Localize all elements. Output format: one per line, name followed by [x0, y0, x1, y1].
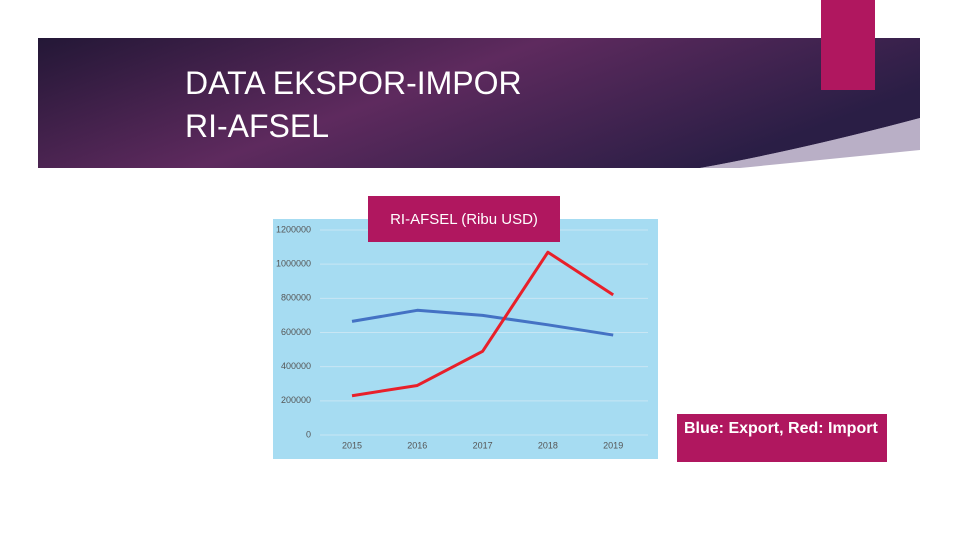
x-tick-label: 2018: [538, 440, 558, 450]
y-tick-label: 600000: [281, 327, 311, 337]
plot-area: [273, 219, 658, 459]
accent-block: [821, 0, 875, 90]
y-tick-label: 200000: [281, 395, 311, 405]
x-tick-label: 2017: [473, 440, 493, 450]
y-tick-label: 800000: [281, 293, 311, 303]
y-tick-label: 1000000: [276, 259, 311, 269]
slide-title-line: RI-AFSEL: [185, 108, 330, 144]
banner-swoosh: [700, 118, 920, 168]
series-line: [351, 308, 614, 337]
x-tick-label: 2015: [342, 440, 362, 450]
chart-title: RI-AFSEL (Ribu USD): [368, 196, 560, 242]
x-tick-label: 2019: [603, 440, 623, 450]
annotation: Blue: Export, Red: Import: [677, 414, 887, 462]
y-tick-label: 1200000: [276, 224, 311, 234]
slide-title-line: DATA EKSPOR-IMPOR: [185, 65, 522, 101]
y-tick-label: 400000: [281, 361, 311, 371]
y-tick-label: 0: [306, 429, 311, 439]
series-line: [351, 250, 615, 398]
banner: [38, 38, 920, 168]
x-tick-label: 2016: [407, 440, 427, 450]
slide-title: DATA EKSPOR-IMPOR RI-AFSEL: [185, 62, 522, 148]
